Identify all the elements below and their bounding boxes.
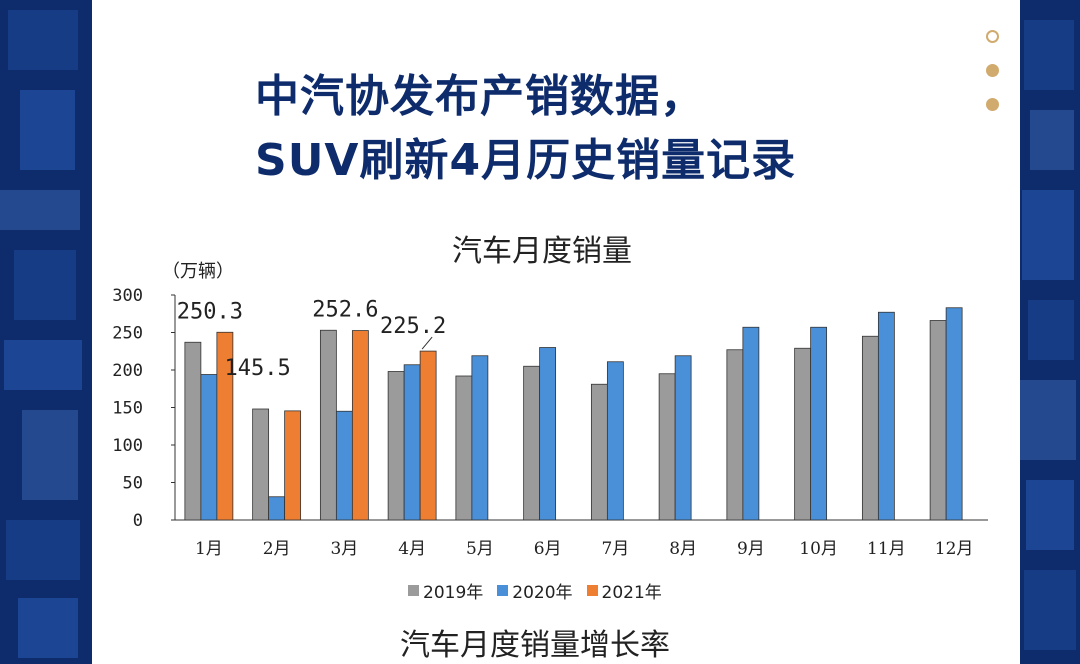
bar-2020年-4月 bbox=[403, 364, 421, 521]
bar-2019年-2月 bbox=[252, 408, 270, 521]
bar-2020年-2月 bbox=[268, 496, 286, 521]
bar-2020年-5月 bbox=[471, 355, 489, 521]
bar-2019年-10月 bbox=[794, 347, 812, 521]
legend-item: 2019年 bbox=[408, 578, 483, 603]
x-tick-label: 1月 bbox=[195, 539, 223, 559]
data-label: 225.2 bbox=[380, 314, 446, 339]
legend-label: 2019年 bbox=[423, 583, 484, 603]
y-tick-label: 0 bbox=[133, 511, 143, 531]
content-panel bbox=[92, 0, 1020, 664]
bar-2020年-7月 bbox=[606, 361, 624, 521]
legend-swatch bbox=[408, 585, 419, 596]
data-label: 145.5 bbox=[225, 356, 291, 381]
decorative-dot-outline bbox=[986, 30, 999, 43]
legend-item: 2021年 bbox=[586, 578, 662, 603]
x-tick-label: 3月 bbox=[330, 539, 358, 559]
data-label-leader bbox=[421, 336, 433, 350]
x-tick-label: 5月 bbox=[466, 539, 494, 559]
bar-2019年-9月 bbox=[726, 349, 744, 521]
y-tick-label: 50 bbox=[123, 474, 143, 494]
bar-2020年-3月 bbox=[335, 410, 353, 521]
x-tick-label: 10月 bbox=[799, 539, 838, 559]
bar-2019年-3月 bbox=[319, 329, 337, 521]
y-tick-label: 100 bbox=[112, 436, 143, 456]
bar-2020年-8月 bbox=[674, 355, 692, 521]
bar-2019年-8月 bbox=[658, 373, 676, 521]
bar-2021年-2月 bbox=[284, 410, 302, 521]
bar-2020年-11月 bbox=[877, 311, 895, 521]
legend-label: 2020年 bbox=[512, 583, 573, 603]
y-tick-label: 200 bbox=[112, 361, 143, 381]
bar-2021年-3月 bbox=[351, 330, 369, 521]
x-tick-label: 6月 bbox=[534, 539, 562, 559]
bar-2020年-9月 bbox=[742, 326, 760, 521]
bar-2019年-4月 bbox=[387, 371, 405, 521]
right-decorative-band bbox=[1020, 0, 1080, 664]
x-tick-label: 2月 bbox=[263, 539, 291, 559]
left-decorative-band bbox=[0, 0, 92, 664]
x-tick-label: 4月 bbox=[398, 539, 426, 559]
bar-2019年-6月 bbox=[523, 365, 541, 521]
data-label: 252.6 bbox=[312, 298, 378, 323]
bar-2019年-7月 bbox=[590, 383, 608, 521]
bar-2020年-10月 bbox=[810, 326, 828, 521]
data-label: 250.3 bbox=[177, 299, 243, 324]
y-tick-label: 250 bbox=[112, 324, 143, 344]
next-chart-title: 汽车月度销量增长率 bbox=[400, 628, 670, 663]
x-tick-label: 11月 bbox=[867, 539, 906, 559]
headline-line-2: SUV刷新4月历史销量记录 bbox=[255, 135, 797, 186]
y-tick-label: 150 bbox=[112, 399, 143, 419]
headline-line-1: 中汽协发布产销数据， bbox=[255, 71, 705, 122]
bar-2019年-11月 bbox=[861, 335, 879, 521]
chart-title: 汽车月度销量 bbox=[452, 234, 632, 269]
bar-2020年-6月 bbox=[539, 347, 557, 521]
legend-label: 2021年 bbox=[601, 583, 662, 603]
y-axis-unit: （万辆） bbox=[162, 261, 234, 282]
bar-2019年-1月 bbox=[184, 341, 202, 521]
bar-2019年-5月 bbox=[455, 375, 473, 521]
legend-item: 2020年 bbox=[497, 578, 573, 603]
bar-2020年-12月 bbox=[945, 307, 963, 521]
y-tick-label: 300 bbox=[112, 286, 143, 306]
decorative-dot bbox=[986, 64, 999, 77]
bar-2019年-12月 bbox=[929, 320, 947, 521]
bar-2021年-4月 bbox=[419, 350, 437, 521]
decorative-dot bbox=[986, 98, 999, 111]
legend-swatch bbox=[586, 585, 598, 596]
legend-swatch bbox=[497, 585, 509, 596]
chart-legend: 2019年 2020年 2021年 bbox=[408, 578, 662, 603]
x-tick-label: 9月 bbox=[737, 539, 765, 559]
bar-2021年-1月 bbox=[216, 331, 234, 521]
x-tick-label: 7月 bbox=[601, 539, 629, 559]
bar-2020年-1月 bbox=[200, 374, 218, 521]
x-tick-label: 8月 bbox=[669, 539, 697, 559]
x-tick-label: 12月 bbox=[935, 539, 974, 559]
